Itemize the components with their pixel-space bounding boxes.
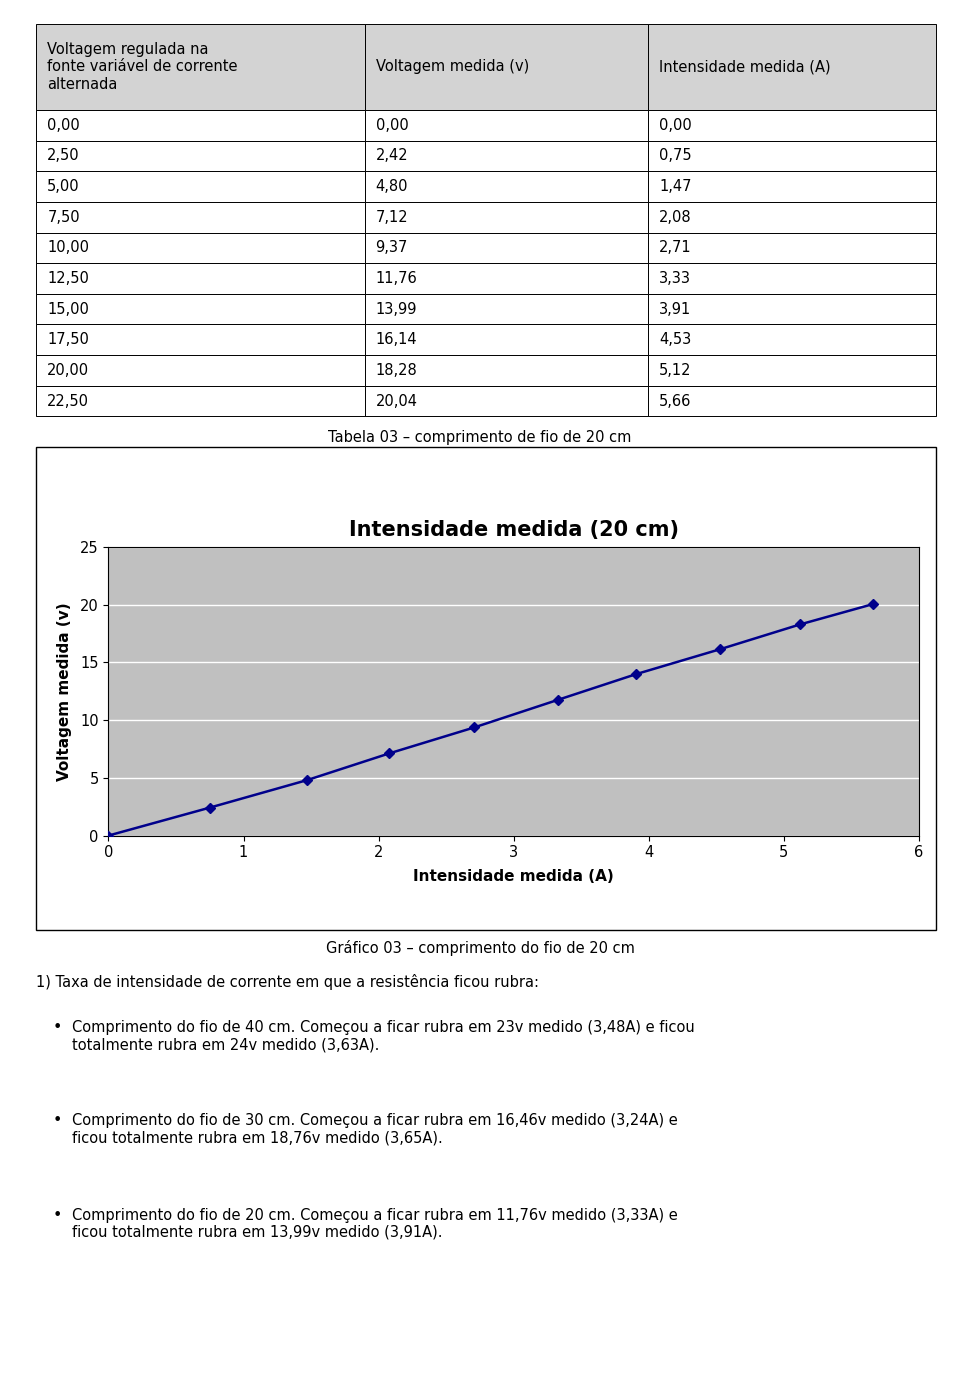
- Bar: [648, 140, 936, 171]
- Text: Tabela 03 – comprimento de fio de 20 cm: Tabela 03 – comprimento de fio de 20 cm: [328, 430, 632, 446]
- Text: 2,42: 2,42: [375, 149, 408, 164]
- Bar: [648, 264, 936, 294]
- Bar: [648, 294, 936, 325]
- Text: 5,00: 5,00: [47, 179, 80, 194]
- Text: 18,28: 18,28: [375, 362, 418, 378]
- Bar: [365, 386, 648, 416]
- Text: 7,50: 7,50: [47, 210, 80, 225]
- Text: 9,37: 9,37: [375, 240, 408, 255]
- Bar: [36, 264, 365, 294]
- Text: 16,14: 16,14: [375, 332, 418, 347]
- Bar: [648, 325, 936, 355]
- Bar: [365, 325, 648, 355]
- Text: 5,12: 5,12: [659, 362, 691, 378]
- Bar: [365, 233, 648, 264]
- Bar: [648, 233, 936, 264]
- Text: 2,50: 2,50: [47, 149, 80, 164]
- Bar: [36, 201, 365, 233]
- Bar: [648, 201, 936, 233]
- Text: 15,00: 15,00: [47, 301, 89, 316]
- Text: Intensidade medida (A): Intensidade medida (A): [659, 60, 830, 75]
- Bar: [36, 171, 365, 201]
- Text: •: •: [53, 1208, 62, 1223]
- Text: 2,71: 2,71: [659, 240, 691, 255]
- Text: Voltagem regulada na
fonte variável de corrente
alternada: Voltagem regulada na fonte variável de c…: [47, 42, 238, 92]
- Y-axis label: Voltagem medida (v): Voltagem medida (v): [57, 602, 72, 780]
- Bar: [36, 386, 365, 416]
- Text: Comprimento do fio de 40 cm. Começou a ficar rubra em 23v medido (3,48A) e ficou: Comprimento do fio de 40 cm. Começou a f…: [72, 1020, 695, 1052]
- Text: 12,50: 12,50: [47, 271, 89, 286]
- Text: 4,53: 4,53: [659, 332, 691, 347]
- Text: 22,50: 22,50: [47, 394, 89, 408]
- Bar: [365, 140, 648, 171]
- Text: •: •: [53, 1113, 62, 1128]
- Text: 2,08: 2,08: [659, 210, 691, 225]
- X-axis label: Intensidade medida (A): Intensidade medida (A): [413, 869, 614, 884]
- Text: •: •: [53, 1020, 62, 1035]
- Text: Voltagem medida (v): Voltagem medida (v): [375, 60, 529, 75]
- Text: 5,66: 5,66: [659, 394, 691, 408]
- Title: Intensidade medida (20 cm): Intensidade medida (20 cm): [348, 519, 679, 540]
- Text: Comprimento do fio de 20 cm. Começou a ficar rubra em 11,76v medido (3,33A) e
fi: Comprimento do fio de 20 cm. Começou a f…: [72, 1208, 678, 1239]
- Text: 7,12: 7,12: [375, 210, 408, 225]
- Bar: [36, 294, 365, 325]
- Text: Comprimento do fio de 30 cm. Começou a ficar rubra em 16,46v medido (3,24A) e
fi: Comprimento do fio de 30 cm. Começou a f…: [72, 1113, 678, 1145]
- Text: 0,00: 0,00: [659, 118, 692, 133]
- Bar: [36, 110, 365, 140]
- Bar: [36, 325, 365, 355]
- Text: 0,00: 0,00: [375, 118, 408, 133]
- Text: Gráfico 03 – comprimento do fio de 20 cm: Gráfico 03 – comprimento do fio de 20 cm: [325, 940, 635, 956]
- Bar: [36, 355, 365, 386]
- Text: 0,00: 0,00: [47, 118, 80, 133]
- Bar: [36, 140, 365, 171]
- Text: 1) Taxa de intensidade de corrente em que a resistência ficou rubra:: 1) Taxa de intensidade de corrente em qu…: [36, 974, 540, 991]
- Text: 0,75: 0,75: [659, 149, 691, 164]
- Text: 11,76: 11,76: [375, 271, 418, 286]
- Bar: [648, 110, 936, 140]
- Bar: [648, 171, 936, 201]
- Text: 1,47: 1,47: [659, 179, 691, 194]
- Text: 3,33: 3,33: [659, 271, 691, 286]
- Bar: [365, 264, 648, 294]
- Bar: [648, 355, 936, 386]
- Bar: [36, 233, 365, 264]
- Text: 10,00: 10,00: [47, 240, 89, 255]
- Text: 13,99: 13,99: [375, 301, 417, 316]
- Text: 4,80: 4,80: [375, 179, 408, 194]
- Text: 20,00: 20,00: [47, 362, 89, 378]
- Bar: [36, 24, 365, 110]
- Bar: [365, 24, 648, 110]
- Bar: [365, 355, 648, 386]
- Bar: [365, 110, 648, 140]
- Bar: [648, 24, 936, 110]
- Bar: [648, 386, 936, 416]
- Bar: [365, 294, 648, 325]
- Text: 17,50: 17,50: [47, 332, 89, 347]
- Text: 20,04: 20,04: [375, 394, 418, 408]
- Bar: [365, 171, 648, 201]
- Text: 3,91: 3,91: [659, 301, 691, 316]
- Bar: [365, 201, 648, 233]
